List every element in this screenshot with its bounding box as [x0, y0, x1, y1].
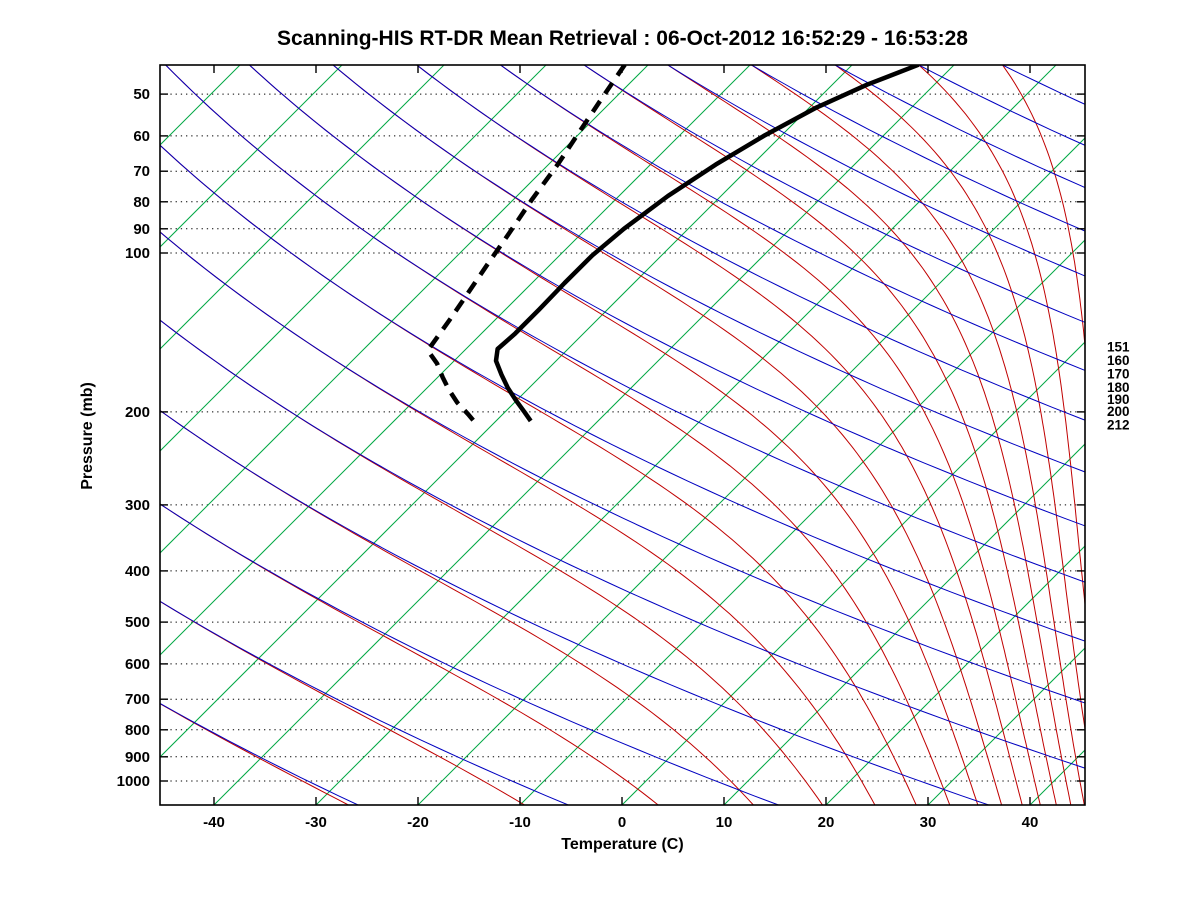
isotherm-line [160, 65, 649, 554]
moist-adiabat-line [160, 703, 349, 805]
dry-adiabat-line [1086, 65, 1200, 805]
dry-adiabat-line [160, 600, 569, 805]
y-tick-label: 50 [133, 86, 150, 103]
y-tick-label: 900 [125, 749, 150, 766]
isotherm-line [160, 65, 751, 656]
isotherm-line [213, 65, 955, 805]
isotherm-line [417, 137, 1085, 805]
moist-adiabat-line [416, 65, 1023, 805]
moist-adiabat-line [160, 144, 917, 805]
right-level-label: 180 [1107, 380, 1130, 395]
dry-adiabat-line [416, 65, 1085, 421]
isotherm-line [160, 65, 445, 350]
y-tick-label: 200 [125, 404, 150, 421]
isotherm-line [160, 65, 241, 146]
right-level-label: 212 [1107, 417, 1130, 432]
moist-adiabat-line [1002, 65, 1085, 351]
moist-adiabat-line [160, 409, 754, 805]
moist-adiabat-line [160, 600, 525, 805]
y-tick-label: 800 [125, 722, 150, 739]
y-tick-label: 80 [133, 194, 150, 211]
right-level-label: 200 [1107, 404, 1130, 419]
moist-adiabat-line [1086, 65, 1148, 805]
moist-adiabat-line [583, 65, 1057, 805]
y-tick-label: 600 [125, 656, 150, 673]
dry-adiabat-line [160, 702, 359, 805]
moist-adiabat-line [160, 231, 876, 805]
y-axis-label: Pressure (mb) [79, 382, 96, 490]
dry-adiabat-line [1002, 65, 1085, 105]
moist-adiabat-line [667, 65, 1072, 805]
dry-adiabat-line [160, 503, 779, 805]
y-tick-label: 500 [125, 614, 150, 631]
isotherm-line [927, 647, 1085, 805]
moist-adiabat-line [918, 65, 1085, 609]
isotherm-line [160, 65, 547, 452]
isotherm-line [315, 65, 1057, 805]
dry-adiabat-line [751, 65, 1085, 232]
moist-adiabat-line [249, 65, 979, 805]
dry-adiabat-line [583, 65, 1085, 323]
dry-adiabat-line [332, 65, 1085, 473]
y-tick-label: 70 [133, 163, 150, 180]
isotherm-line [519, 239, 1085, 805]
x-tick-label: 20 [818, 814, 835, 831]
dry-adiabat-line [160, 231, 1085, 704]
chart-title: Scanning-HIS RT-DR Mean Retrieval : 06-O… [277, 27, 968, 50]
x-tick-label: -40 [203, 814, 225, 831]
x-tick-label: 10 [716, 814, 733, 831]
dewpoint-profile-line [425, 65, 627, 427]
y-tick-label: 100 [125, 245, 150, 262]
x-tick-label: 0 [618, 814, 626, 831]
x-tick-label: -30 [305, 814, 327, 831]
y-tick-label: 400 [125, 563, 150, 580]
moist-adiabat-line [500, 65, 1041, 805]
right-level-label: 160 [1107, 353, 1130, 368]
moist-adiabat-line [834, 65, 1085, 733]
moist-adiabat-line [751, 65, 1085, 805]
moist-adiabat-line [160, 503, 659, 805]
right-level-label: 170 [1107, 367, 1130, 382]
dry-adiabat-line [160, 144, 1085, 642]
x-tick-label: -20 [407, 814, 429, 831]
dry-adiabat-line [160, 319, 1085, 769]
isotherm-line [160, 65, 343, 248]
isotherm-line [723, 443, 1085, 805]
temperature-profile-line [493, 65, 920, 423]
isotherm-line [0, 65, 138, 805]
axis-box [159, 64, 1086, 806]
dry-adiabat-line [249, 65, 1085, 527]
dry-adiabat-line [667, 65, 1085, 277]
moist-adiabat-line [332, 65, 1003, 805]
x-tick-label: 30 [920, 814, 937, 831]
x-axis-label: Temperature (C) [561, 836, 684, 853]
dry-adiabat-line [160, 409, 989, 805]
x-tick-label: -10 [509, 814, 531, 831]
y-tick-label: 700 [125, 691, 150, 708]
isotherm-line [160, 65, 853, 758]
x-tick-label: 40 [1022, 814, 1039, 831]
right-level-label: 151 [1107, 340, 1130, 355]
isotherm-line [621, 341, 1085, 805]
plot-area [0, 65, 1200, 805]
y-tick-label: 1000 [117, 773, 150, 790]
y-tick-label: 60 [133, 128, 150, 145]
dry-adiabat-line [165, 65, 1085, 583]
y-tick-label: 300 [125, 497, 150, 514]
dry-adiabat-line [500, 65, 1085, 371]
right-level-label: 190 [1107, 392, 1130, 407]
isotherm-line [825, 545, 1085, 805]
y-tick-label: 90 [133, 221, 150, 238]
